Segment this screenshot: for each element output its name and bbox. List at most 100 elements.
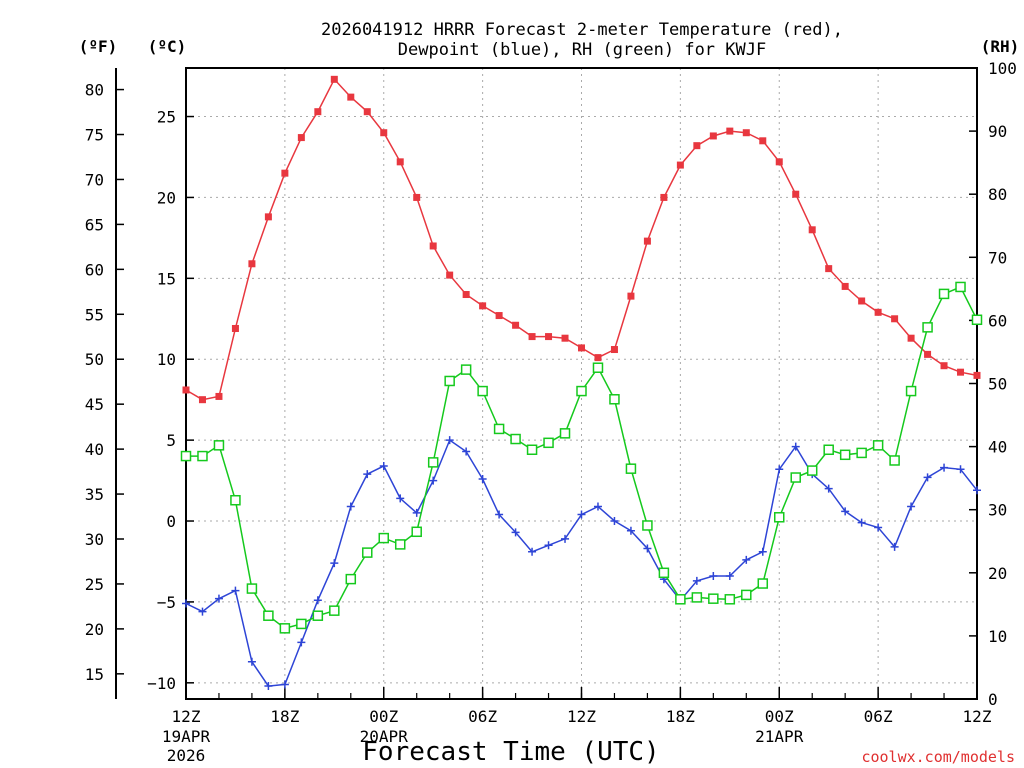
dewpoint-point [561,534,570,543]
rh-point [691,592,703,603]
temperature-point [891,315,899,323]
rh-point [378,532,389,544]
rh-point [905,385,917,397]
dewpoint-point [973,486,981,495]
x-tick-date-label: 19APR [162,727,211,746]
fahrenheit-tick-label: 35 [85,485,104,504]
temperature-point [643,237,651,245]
x-tick-label: 18Z [270,707,299,726]
temperature-point [363,108,371,116]
celsius-tick-label: −10 [147,674,176,693]
x-tick-label: 12Z [963,707,992,726]
rh-point [642,520,653,531]
temperature-point [561,334,569,342]
rh-point [839,449,851,461]
temperature-point [330,75,338,83]
dewpoint-point [346,502,355,511]
temperature-point [446,271,454,279]
celsius-tick-label: 0 [166,512,176,531]
fahrenheit-tick-label: 50 [85,350,104,369]
dewpoint-point [462,447,471,456]
temperature-point [841,282,849,290]
fahrenheit-tick-label: 60 [85,260,104,279]
series-layer [180,75,983,691]
fahrenheit-tick-label: 15 [85,665,104,684]
temperature-point [709,132,717,140]
dewpoint-point [478,474,487,483]
temperature-point [907,334,915,342]
series-temperature-c [182,75,981,404]
rh-point [592,362,604,373]
dewpoint-point [577,510,586,519]
temperature-point [660,193,668,201]
dewpoint-point [280,680,289,689]
rh-point [493,423,505,435]
dewpoint-point [841,507,850,516]
dewpoint-point [363,470,372,479]
dewpoint-point [247,657,256,666]
rh-point [741,589,752,601]
rh-point [427,457,439,468]
dewpoint-point [775,465,784,474]
temperature-point [215,392,223,400]
watermark: coolwx.com/models [861,748,1015,766]
rh-point [790,472,801,483]
dewpoint-point [940,463,949,472]
dewpoint-point [528,547,537,556]
temperature-point [528,333,536,341]
fahrenheit-tick-label: 20 [85,620,104,639]
fahrenheit-tick-label: 30 [85,530,104,549]
rh-point [856,447,867,459]
rh-point [757,578,769,589]
dewpoint-point [445,436,454,445]
rh-point [971,314,983,326]
temperature-point [578,344,585,352]
x-tick-label: 06Z [864,707,893,726]
rh-point [889,455,900,466]
fahrenheit-tick-label: 65 [85,215,104,234]
dewpoint-point [923,473,932,482]
rh-point [955,281,966,293]
rh-point [609,394,620,405]
rh-point [576,385,587,397]
temperature-point [380,129,388,137]
dewpoint-point [297,638,306,647]
rh-tick-label: 100 [988,59,1017,78]
dewpoint-point [692,576,701,585]
temperature-point [396,158,404,166]
dewpoint-point [791,442,800,451]
celsius-tick-label: 10 [157,350,176,369]
rh-point [180,450,192,462]
temperature-point [297,134,305,142]
temperature-point [825,265,833,273]
rh-point [213,440,225,451]
rh-point [658,567,670,579]
dewpoint-point [412,508,421,517]
rh-unit-label: (RH) [981,37,1020,56]
temperature-point [413,193,421,201]
temperature-point [429,242,437,250]
rh-tick-label: 80 [988,185,1007,204]
dewpoint-point [758,547,767,556]
rh-point [526,444,538,456]
dewpoint-point [742,555,751,564]
dewpoint-point [593,502,602,511]
fahrenheit-unit-label: (ºF) [79,37,118,56]
rh-point [543,437,554,449]
temperature-point [808,226,816,234]
rh-point [724,594,736,605]
temperature-point [594,354,602,362]
rh-point [774,512,785,523]
rh-point [559,428,571,439]
rh-point [444,375,455,387]
temperature-point [693,142,701,150]
x-tick-label: 00Z [369,707,398,726]
dewpoint-point [511,528,520,537]
x-tick-label: 06Z [468,707,497,726]
x-tick-label: 18Z [666,707,695,726]
temperature-point [940,362,948,370]
dewpoint-point [907,502,916,511]
dewpoint-point [874,523,883,532]
rh-point [296,618,307,630]
x-tick-label: 12Z [172,707,201,726]
